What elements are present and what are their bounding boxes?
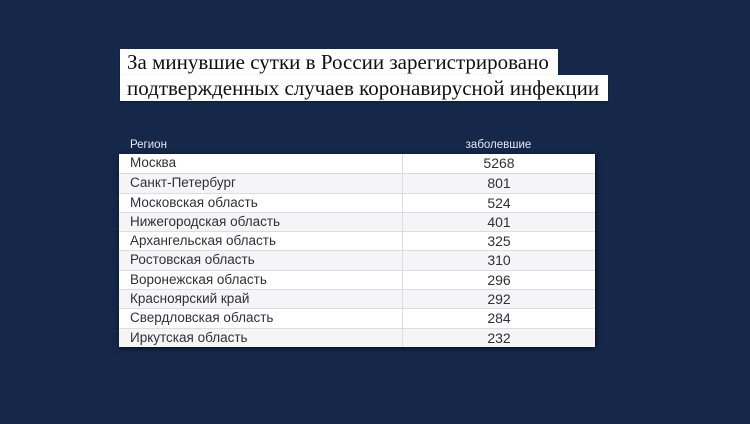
- title-banner: За минувшие сутки в России зарегистриров…: [120, 49, 609, 101]
- table-row: Архангельская область 325: [119, 231, 595, 251]
- table-row: Иркутская область 232: [119, 327, 595, 347]
- cases-cell: 310: [402, 251, 595, 270]
- table-row: Московская область 524: [119, 192, 595, 212]
- cases-cell: 232: [402, 328, 595, 347]
- cases-cell: 5268: [402, 154, 595, 174]
- region-cell: Красноярский край: [130, 291, 250, 307]
- region-cell: Воронежская область: [130, 271, 267, 287]
- region-cell: Нижегородская область: [130, 213, 281, 229]
- table-row: Нижегородская область 401: [119, 211, 595, 232]
- table-header-row: Регион заболевшие: [119, 137, 595, 154]
- cases-table-body: Москва 5268 Санкт-Петербург 801 Московская о…: [119, 154, 595, 347]
- cases-cell: 801: [402, 174, 595, 193]
- table-row: Ростовская область 310: [119, 250, 595, 270]
- region-cell: Архангельская область: [130, 233, 277, 249]
- cases-cell: 325: [402, 232, 595, 251]
- region-cell: Санкт-Петербург: [130, 175, 236, 191]
- title-line-1: За минувшие сутки в России зарегистриров…: [120, 49, 558, 75]
- column-header-cases: заболевшие: [465, 139, 532, 151]
- region-cell: Ростовская область: [130, 252, 255, 268]
- cases-cell: 524: [402, 193, 595, 212]
- cases-cell: 401: [402, 212, 595, 232]
- table-row: Воронежская область 296: [119, 269, 595, 290]
- region-cell: Свердловская область: [130, 310, 274, 326]
- region-cell: Иркутская область: [130, 329, 248, 345]
- cases-cell: 284: [402, 309, 595, 328]
- title-line-2: подтвержденных случаев коронавирусной ин…: [120, 75, 609, 101]
- region-cell: Московская область: [130, 194, 258, 210]
- table-row: Москва 5268: [119, 154, 595, 174]
- region-cell: Москва: [130, 155, 177, 170]
- table-row: Красноярский край 292: [119, 289, 595, 309]
- table-row: Санкт-Петербург 801: [119, 173, 595, 193]
- cases-cell: 296: [402, 270, 595, 290]
- column-header-region: Регион: [130, 139, 167, 151]
- cases-cell: 292: [402, 290, 595, 309]
- table-row: Свердловская область 284: [119, 308, 595, 328]
